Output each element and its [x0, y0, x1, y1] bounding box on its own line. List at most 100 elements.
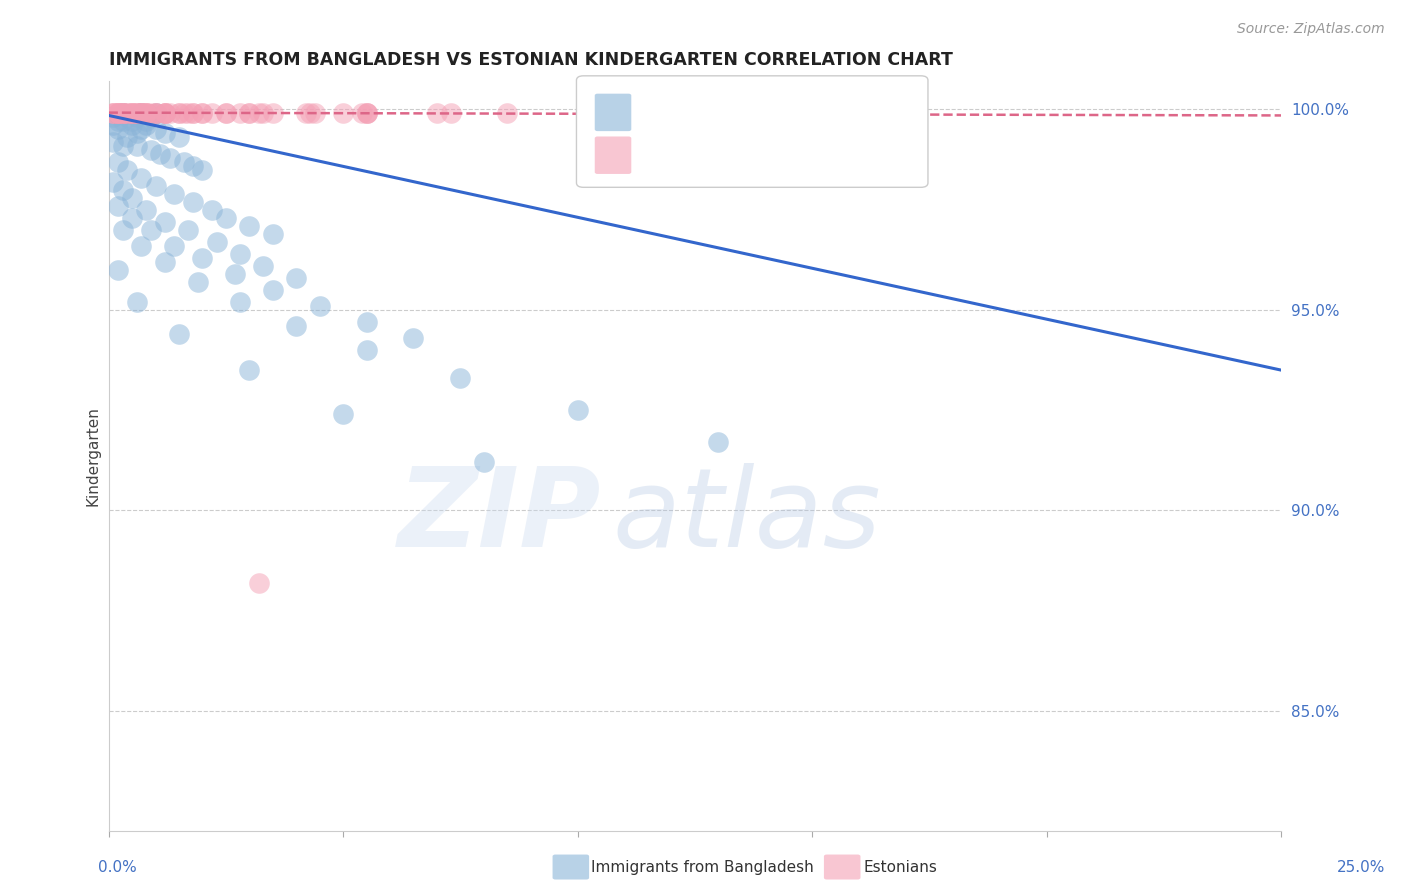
Point	[125, 106, 148, 120]
Point	[103, 135, 125, 149]
Point	[131, 170, 153, 185]
Point	[135, 106, 157, 120]
Point	[299, 106, 322, 120]
Point	[332, 106, 354, 120]
Y-axis label: Kindergarten: Kindergarten	[86, 407, 100, 507]
Point	[356, 315, 378, 329]
Point	[135, 106, 157, 120]
Point	[187, 275, 209, 289]
Point	[567, 403, 589, 417]
Point	[145, 106, 167, 120]
Point	[111, 106, 134, 120]
Point	[117, 130, 139, 145]
Point	[440, 106, 463, 120]
Point	[252, 259, 274, 273]
Point	[145, 106, 167, 120]
Point	[191, 251, 214, 265]
Point	[107, 106, 129, 120]
Point	[238, 106, 260, 120]
Point	[350, 106, 373, 120]
Point	[238, 219, 260, 233]
Point	[153, 106, 176, 120]
Point	[238, 363, 260, 377]
Point	[125, 106, 148, 120]
Point	[125, 138, 148, 153]
Point	[191, 106, 214, 120]
Point	[356, 106, 378, 120]
Point	[215, 106, 238, 120]
Point	[131, 122, 153, 136]
Point	[103, 106, 125, 120]
Text: 25.0%: 25.0%	[1337, 860, 1385, 874]
Point	[177, 223, 200, 237]
Point	[111, 114, 134, 128]
Point	[139, 106, 162, 120]
Point	[111, 138, 134, 153]
Point	[285, 318, 308, 333]
Point	[683, 106, 706, 120]
Point	[107, 199, 129, 213]
Text: R = -0.394   N = 76: R = -0.394 N = 76	[637, 103, 814, 121]
Point	[181, 194, 204, 209]
Point	[121, 106, 143, 120]
Point	[163, 239, 186, 253]
Point	[252, 106, 274, 120]
Point	[107, 106, 129, 120]
Point	[177, 106, 200, 120]
Point	[247, 575, 270, 590]
Point	[181, 159, 204, 173]
Point	[145, 106, 167, 120]
Point	[262, 227, 284, 241]
Text: Estonians: Estonians	[863, 860, 938, 874]
Point	[107, 106, 129, 120]
Point	[449, 371, 471, 385]
Point	[262, 106, 284, 120]
Point	[262, 283, 284, 297]
Point	[107, 122, 129, 136]
Text: R = -0.002   N = 68: R = -0.002 N = 68	[637, 146, 814, 164]
Point	[117, 111, 139, 125]
Point	[167, 130, 190, 145]
Point	[181, 106, 204, 120]
Point	[402, 331, 425, 345]
Point	[111, 106, 134, 120]
Point	[139, 111, 162, 125]
Point	[107, 106, 129, 120]
Point	[117, 106, 139, 120]
Point	[201, 202, 224, 217]
Point	[111, 106, 134, 120]
Point	[107, 154, 129, 169]
Point	[149, 146, 172, 161]
Point	[173, 154, 195, 169]
Point	[135, 106, 157, 120]
Point	[131, 106, 153, 120]
Point	[173, 106, 195, 120]
Point	[163, 186, 186, 201]
Point	[103, 111, 125, 125]
Point	[191, 106, 214, 120]
Point	[159, 151, 181, 165]
Point	[117, 162, 139, 177]
Point	[131, 239, 153, 253]
Point	[201, 106, 224, 120]
Point	[135, 114, 157, 128]
Point	[121, 119, 143, 133]
Point	[356, 106, 378, 120]
Point	[121, 211, 143, 225]
Text: ZIP: ZIP	[398, 463, 602, 570]
Point	[153, 127, 176, 141]
Point	[356, 106, 378, 120]
Point	[103, 119, 125, 133]
Point	[103, 175, 125, 189]
Point	[308, 299, 330, 313]
Point	[167, 326, 190, 341]
Point	[153, 215, 176, 229]
Point	[121, 106, 143, 120]
Point	[131, 106, 153, 120]
Point	[107, 263, 129, 277]
Point	[107, 114, 129, 128]
Point	[103, 106, 125, 120]
Point	[135, 119, 157, 133]
Point	[111, 106, 134, 120]
Text: 0.0%: 0.0%	[98, 860, 138, 874]
